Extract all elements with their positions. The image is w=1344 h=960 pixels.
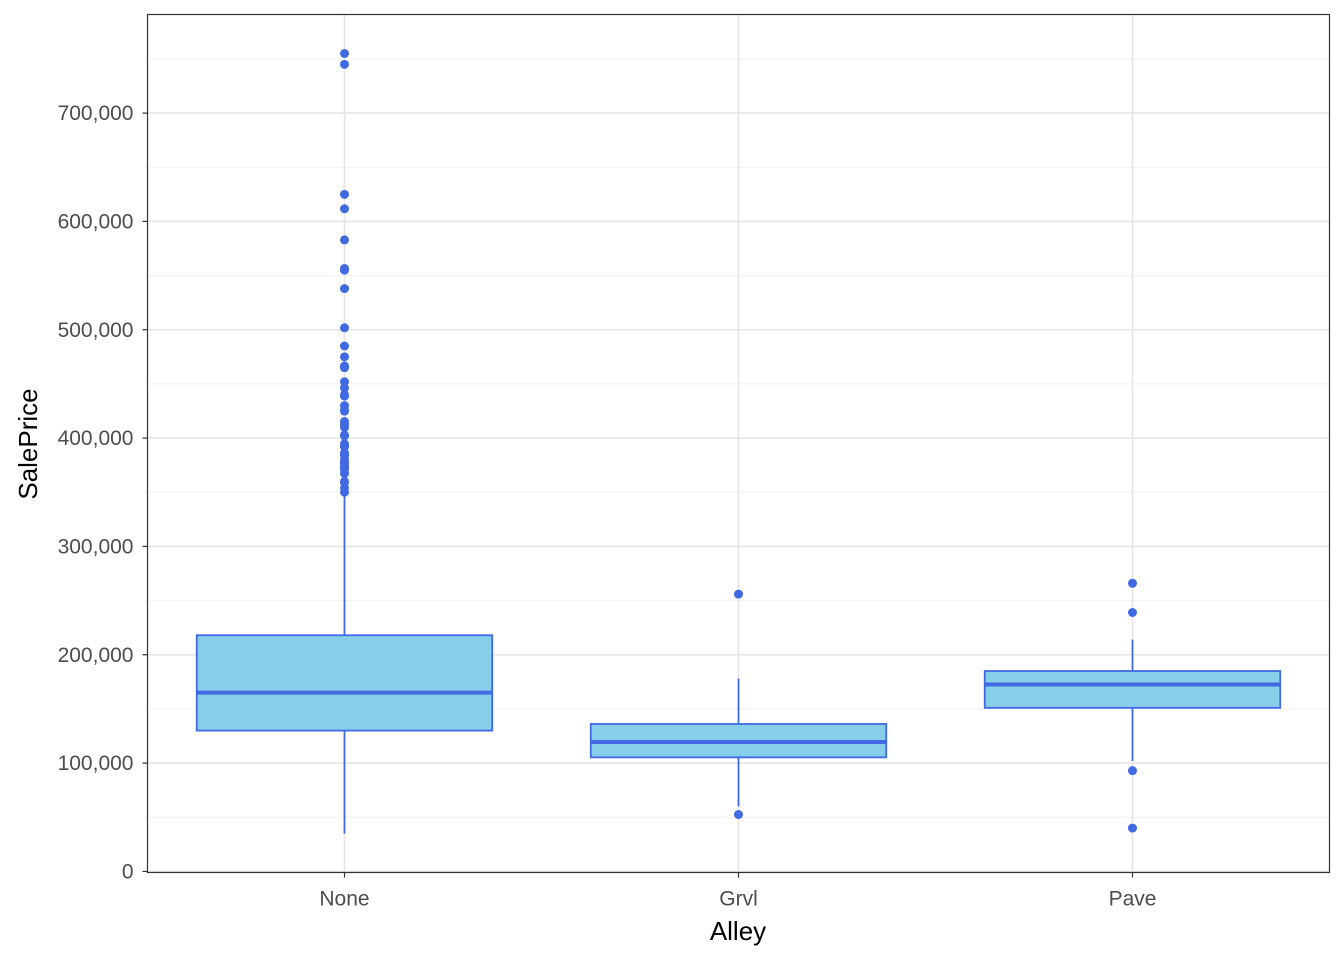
- outlier-point: [340, 431, 349, 441]
- outlier-point: [340, 469, 349, 479]
- box-iqr: [983, 670, 1282, 709]
- outlier-point: [340, 352, 349, 362]
- y-tick-label: 200,000: [58, 644, 134, 667]
- box-pave: [983, 578, 1282, 833]
- y-axis-title: SalePrice: [13, 388, 43, 499]
- outlier-point: [340, 323, 349, 333]
- y-tick-label: 0: [122, 860, 134, 883]
- x-tick-label: None: [319, 888, 369, 911]
- outlier-point: [340, 49, 349, 58]
- outlier-point: [340, 363, 349, 373]
- outlier-point: [1128, 823, 1137, 833]
- outlier-point: [1128, 766, 1137, 776]
- outlier-point: [340, 284, 349, 294]
- outlier-point: [340, 422, 349, 432]
- y-tick-label: 400,000: [58, 427, 134, 450]
- y-tick-label: 600,000: [58, 210, 134, 233]
- outlier-point: [734, 589, 743, 599]
- outlier-point: [340, 377, 349, 387]
- outlier-point: [1128, 608, 1137, 617]
- x-tick-label: Grvl: [719, 888, 758, 911]
- y-axis: 0 100,000 200,000 300,000 400,000 500,000 600,…: [58, 102, 148, 883]
- outlier-point: [340, 189, 349, 199]
- outlier-point: [340, 265, 349, 275]
- outlier-point: [734, 810, 743, 820]
- outlier-point: [340, 235, 349, 245]
- outlier-point: [1128, 578, 1137, 588]
- outlier-point: [340, 341, 349, 351]
- outlier-point: [340, 59, 349, 69]
- box-iqr: [195, 634, 494, 732]
- box-grvl: [589, 589, 888, 820]
- y-tick-label: 300,000: [58, 535, 134, 558]
- outlier-point: [340, 383, 349, 393]
- outlier-point: [340, 204, 349, 214]
- box-none: [195, 49, 494, 834]
- outlier-point: [340, 406, 349, 416]
- x-tick-label: Pave: [1109, 888, 1157, 911]
- x-axis-title: Alley: [710, 916, 766, 946]
- outlier-point: [340, 442, 349, 452]
- boxes: [195, 49, 1282, 834]
- outlier-point: [340, 391, 349, 401]
- y-tick-label: 100,000: [58, 752, 134, 775]
- y-tick-label: 700,000: [58, 102, 134, 125]
- y-tick-label: 500,000: [58, 319, 134, 342]
- x-axis: None Grvl Pave: [319, 872, 1157, 911]
- outlier-point: [340, 487, 349, 497]
